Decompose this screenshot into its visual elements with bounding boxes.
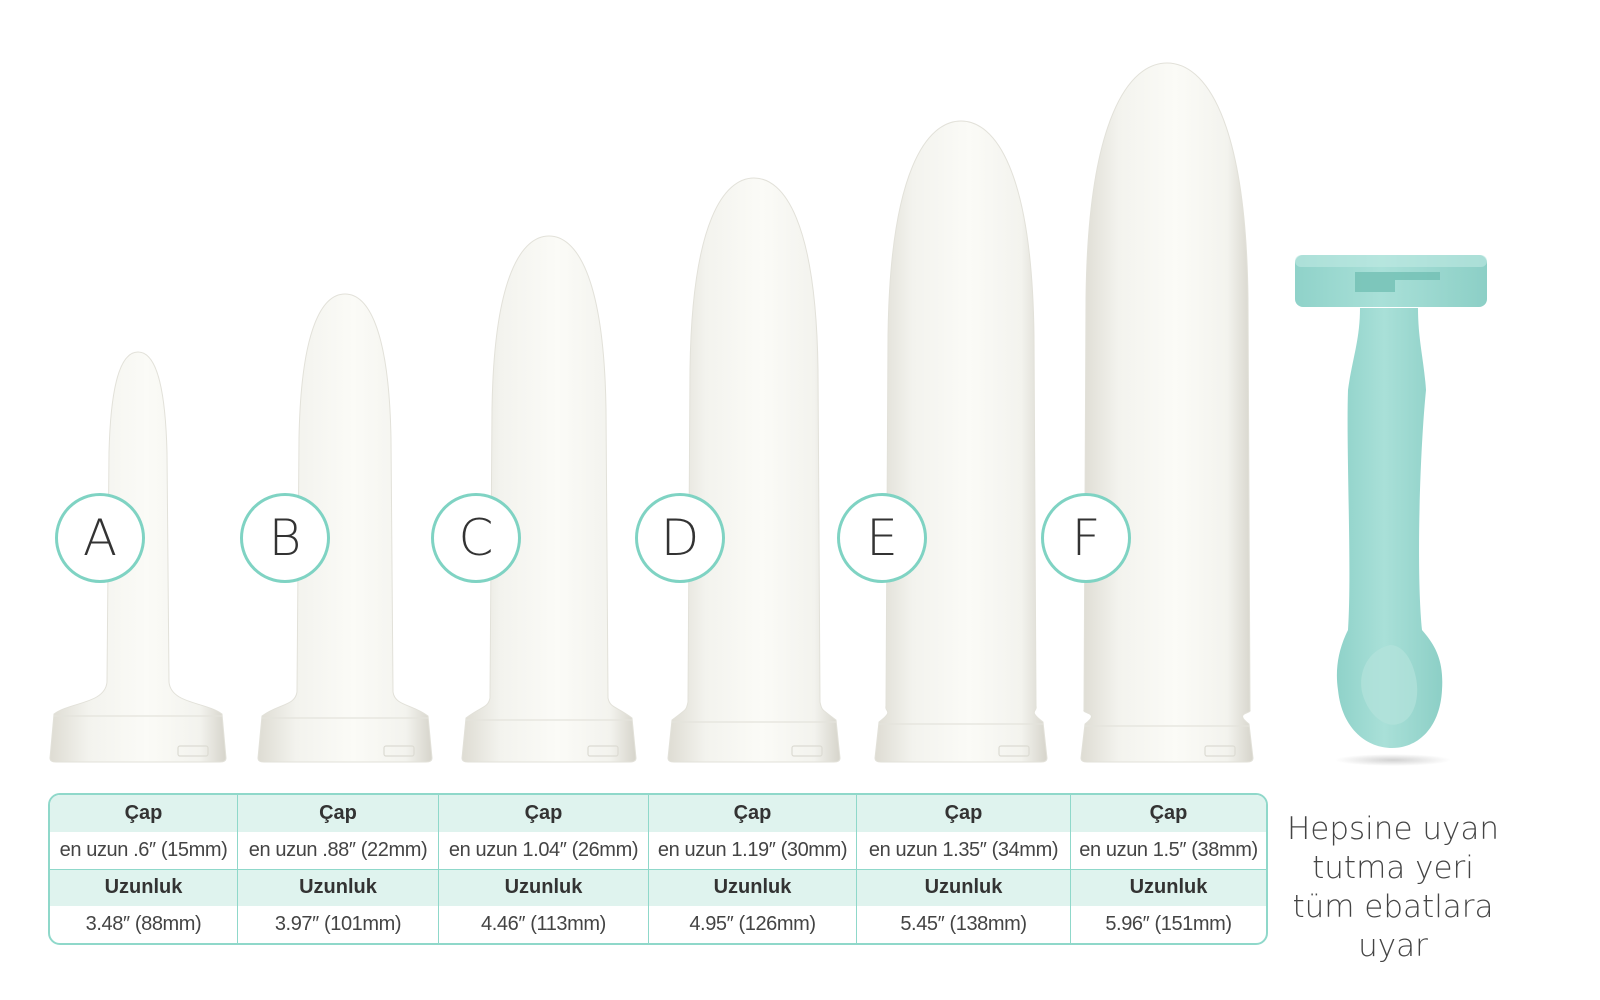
diameter-label: Çap xyxy=(857,795,1070,832)
spec-table: Çap en uzun .6″ (15mm) Uzunluk 3.48″ (88… xyxy=(48,793,1268,945)
length-label: Uzunluk xyxy=(439,868,648,907)
length-value: 5.96″ (151mm) xyxy=(1105,913,1232,936)
spec-column-e: Çap en uzun 1.35″ (34mm) Uzunluk 5.45″ (… xyxy=(856,795,1070,943)
dilator-shape xyxy=(1080,62,1254,763)
length-label: Uzunluk xyxy=(649,868,856,907)
diameter-value: en uzun 1.19″ (30mm) xyxy=(657,838,848,861)
size-badge-b: B xyxy=(240,493,330,583)
dilator-c xyxy=(458,235,640,768)
dilator-e xyxy=(871,120,1051,768)
spec-column-f: Çap en uzun 1.5″ (38mm) Uzunluk 5.96″ (1… xyxy=(1070,795,1266,943)
diameter-label: Çap xyxy=(1071,795,1266,832)
length-value: 3.97″ (101mm) xyxy=(274,913,402,936)
dilator-shape xyxy=(461,235,637,763)
diameter-label: Çap xyxy=(50,795,237,832)
size-badge-e: E xyxy=(837,493,927,583)
diameter-label: Çap xyxy=(649,795,856,832)
universal-handle xyxy=(1290,250,1490,775)
diameter-value: en uzun .6″ (15mm) xyxy=(59,838,228,861)
size-badge-c: C xyxy=(431,493,521,583)
dilator-d xyxy=(664,177,844,768)
length-value: 4.95″ (126mm) xyxy=(689,913,816,936)
dilator-shape xyxy=(257,293,433,763)
spec-column-b: Çap en uzun .88″ (22mm) Uzunluk 3.97″ (1… xyxy=(237,795,438,943)
length-label: Uzunluk xyxy=(50,868,237,907)
length-label: Uzunluk xyxy=(238,868,438,907)
size-badge-a: A xyxy=(55,493,145,583)
dilator-f xyxy=(1077,62,1257,768)
handle-caption: Hepsine uyan tutma yeri tüm ebatlara uya… xyxy=(1286,811,1500,964)
diameter-value: en uzun 1.35″ (34mm) xyxy=(868,838,1059,861)
length-value: 5.45″ (138mm) xyxy=(900,913,1027,936)
dilator-b xyxy=(254,293,436,768)
length-label: Uzunluk xyxy=(857,868,1070,907)
size-badge-d: D xyxy=(635,493,725,583)
dilator-shape xyxy=(667,177,841,763)
diameter-value: en uzun .88″ (22mm) xyxy=(248,838,428,861)
length-value: 4.46″ (113mm) xyxy=(481,913,606,936)
spec-column-a: Çap en uzun .6″ (15mm) Uzunluk 3.48″ (88… xyxy=(50,795,237,943)
length-label: Uzunluk xyxy=(1071,868,1266,907)
spec-column-d: Çap en uzun 1.19″ (30mm) Uzunluk 4.95″ (… xyxy=(648,795,856,943)
length-value: 3.48″ (88mm) xyxy=(85,913,202,936)
diameter-label: Çap xyxy=(238,795,438,832)
size-badge-f: F xyxy=(1041,493,1131,583)
dilator-shape xyxy=(874,120,1048,763)
diameter-label: Çap xyxy=(439,795,648,832)
diameter-value: en uzun 1.5″ (38mm) xyxy=(1079,838,1258,861)
spec-column-c: Çap en uzun 1.04″ (26mm) Uzunluk 4.46″ (… xyxy=(438,795,648,943)
diameter-value: en uzun 1.04″ (26mm) xyxy=(448,838,639,861)
